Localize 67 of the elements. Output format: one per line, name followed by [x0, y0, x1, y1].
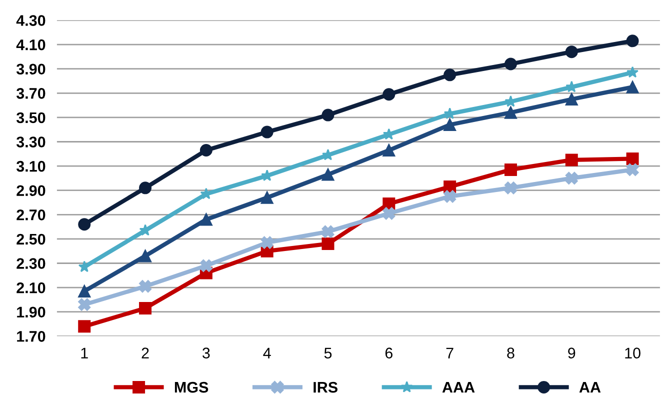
y-tick-label: 3.10 [16, 160, 46, 172]
point [139, 280, 152, 293]
x-tick-label: 1 [81, 348, 88, 358]
point [322, 225, 334, 238]
point [382, 144, 396, 157]
legend-label: AA [579, 382, 601, 393]
y-tick-label: 1.90 [17, 306, 46, 318]
x-tick-label: 3 [202, 348, 210, 358]
point [444, 190, 456, 203]
point [200, 213, 212, 226]
y-tick-label: 3.30 [16, 136, 46, 148]
x-tick-label: 8 [507, 348, 514, 358]
point [139, 224, 152, 236]
point [260, 236, 274, 249]
point [504, 58, 517, 70]
y-tick-label: 4.10 [16, 39, 46, 50]
y-tick-label: 3.90 [16, 64, 46, 75]
point [565, 154, 578, 166]
y-tick-label: 2.50 [16, 234, 46, 245]
y-tick-label: 3.50 [16, 112, 46, 124]
point [444, 118, 456, 131]
x-tick-label: 7 [446, 348, 454, 358]
point [382, 207, 396, 220]
point [626, 163, 639, 176]
point [139, 250, 152, 262]
point [139, 182, 152, 194]
point [382, 88, 396, 101]
y-tick-label: 2.30 [16, 258, 46, 269]
point [78, 320, 91, 333]
point [322, 168, 334, 181]
point [504, 182, 517, 194]
x-tick-label: 2 [142, 348, 149, 358]
point [444, 68, 456, 82]
x-tick-label: 10 [625, 348, 640, 358]
y-tick-label: 4.30 [16, 15, 46, 26]
x-tick-label: 9 [568, 348, 576, 358]
point [626, 66, 639, 78]
y-tick-label: 3.70 [16, 88, 46, 99]
y-tick-label: 2.10 [16, 282, 46, 294]
point [626, 34, 639, 48]
point [260, 126, 274, 138]
point [200, 144, 212, 157]
point [260, 191, 274, 204]
point [626, 80, 639, 94]
y-tick-label: 2.70 [16, 210, 46, 220]
point [504, 163, 517, 176]
point [78, 298, 91, 311]
x-tick-label: 6 [385, 348, 392, 358]
x-tick-label: 4 [263, 348, 271, 358]
point [322, 108, 334, 122]
point [626, 152, 639, 166]
point [78, 218, 91, 231]
point [139, 302, 152, 314]
legend-label: MGS [174, 382, 208, 393]
y-tick-label: 2.90 [16, 185, 46, 196]
point [565, 92, 578, 106]
y-tick-label: 1.70 [17, 331, 46, 342]
point [78, 260, 90, 272]
legend-label: IRS [314, 382, 338, 393]
point [565, 172, 578, 184]
x-tick-label: 5 [324, 348, 332, 358]
point [200, 259, 212, 272]
point [78, 284, 91, 298]
legend-label: AAA [442, 382, 475, 393]
point [322, 238, 334, 250]
point [565, 46, 578, 58]
point [504, 106, 517, 119]
